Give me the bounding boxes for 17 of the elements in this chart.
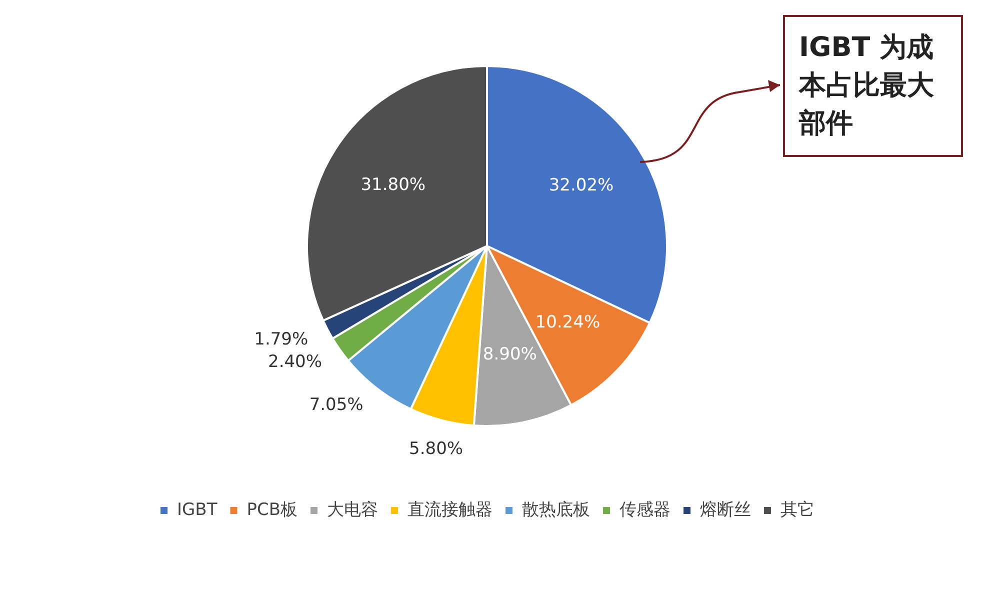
data-label: 32.02%: [548, 176, 614, 196]
legend-label: 大电容: [327, 500, 378, 520]
data-label: 1.79%: [254, 329, 308, 350]
data-label: 5.80%: [409, 438, 464, 459]
legend-label: 其它: [780, 500, 815, 520]
legend-label: 熔断丝: [700, 500, 752, 520]
legend-label: 散热底板: [522, 500, 590, 520]
data-label: 8.90%: [482, 344, 537, 365]
legend-label: IGBT: [176, 500, 218, 520]
data-label: 10.24%: [535, 312, 600, 333]
legend-label: PCB板: [246, 500, 298, 520]
legend-label: 传感器: [620, 500, 671, 520]
text: IGBT 为成本占比最大部件: [783, 15, 963, 157]
data-label: 7.05%: [309, 395, 364, 416]
data-label: 2.40%: [268, 352, 322, 372]
data-label: 31.80%: [360, 175, 426, 196]
legend-label: 直流接触器: [408, 500, 493, 520]
